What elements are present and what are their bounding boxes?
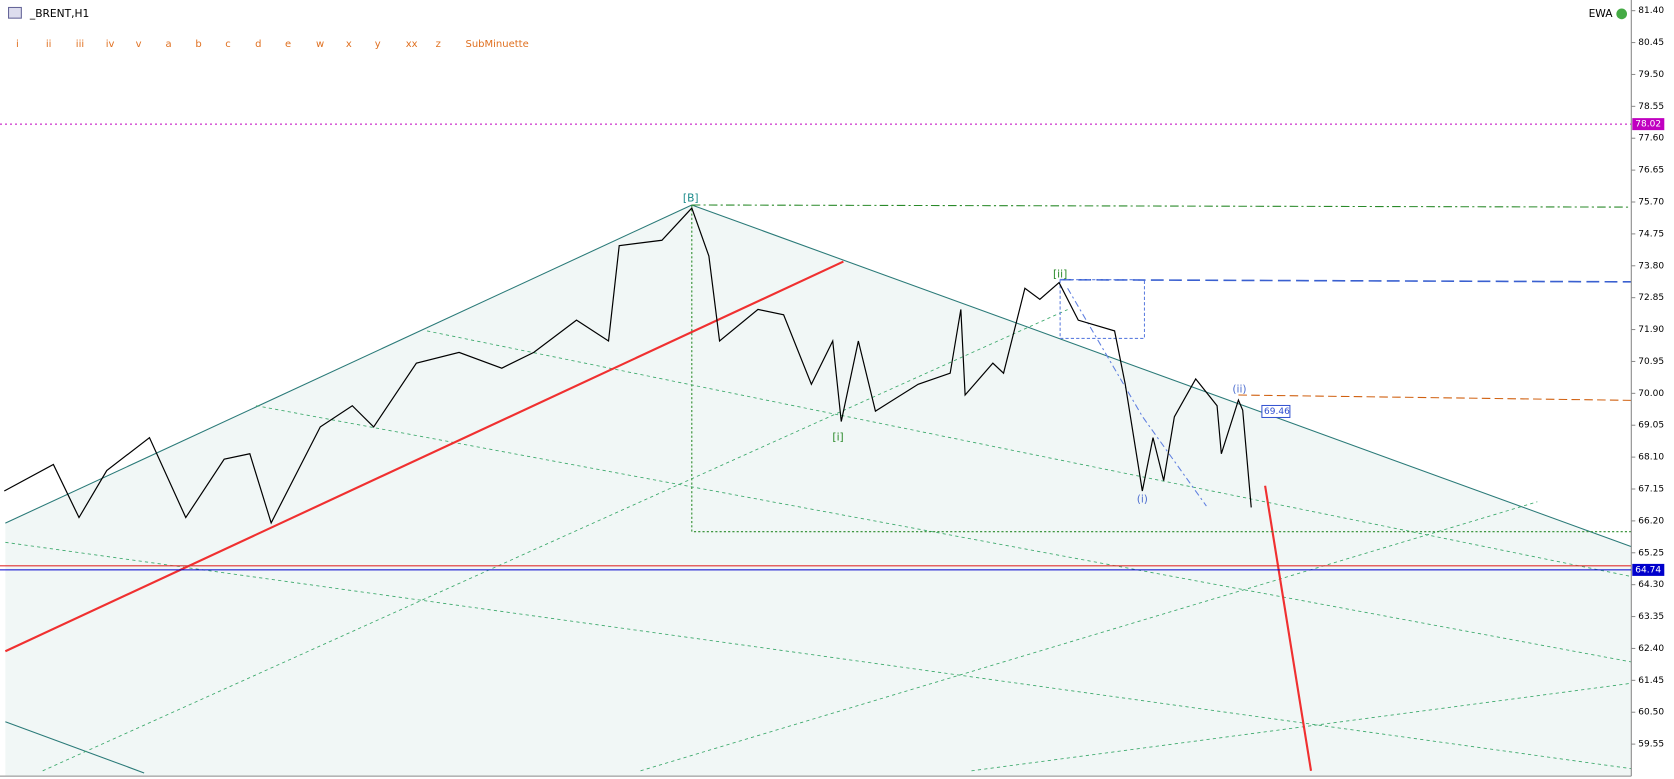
fan-lines [5, 309, 1632, 772]
wave-label: (i) [1137, 493, 1148, 506]
wave-button[interactable]: z [436, 39, 441, 50]
y-tick-label: 72.85 [1638, 293, 1664, 303]
wave-label: [ii] [1053, 267, 1067, 280]
y-tick-label: 71.90 [1638, 325, 1664, 335]
y-tick-label: 65.25 [1638, 548, 1664, 558]
wave-button[interactable]: ii [46, 39, 52, 50]
icon [8, 6, 22, 19]
pitchfork-line [691, 204, 1632, 548]
price-tag-label: 69.46 [1264, 407, 1290, 417]
y-tick-label: 75.70 [1638, 198, 1664, 208]
wave-button[interactable]: w [316, 39, 324, 50]
y-tick-label: 74.75 [1638, 229, 1664, 239]
pitchfork-line [5, 721, 145, 774]
trend-line [1264, 485, 1313, 771]
level-line [1060, 278, 1632, 283]
wave-label: (ii) [1232, 383, 1246, 396]
indicator-name: EWA [1589, 7, 1614, 20]
y-tick-label: 69.05 [1638, 421, 1664, 431]
y-tick-label: 60.50 [1638, 708, 1664, 718]
wave-button[interactable]: y [375, 39, 381, 50]
level-line [1238, 394, 1632, 401]
y-tick-label: 62.40 [1638, 644, 1664, 654]
level-tag [1632, 118, 1665, 131]
wave-button[interactable]: a [165, 39, 171, 50]
y-tick-label: 68.10 [1638, 453, 1664, 463]
projection [1067, 287, 1207, 507]
y-tick-label: 64.30 [1638, 580, 1664, 590]
y-tick-label: 66.20 [1638, 516, 1664, 526]
y-tick-label: 81.40 [1638, 6, 1664, 16]
trend-line [4, 260, 844, 653]
wave-button[interactable]: v [136, 39, 142, 50]
wave-label: [i] [832, 431, 843, 444]
price-tag [1261, 404, 1291, 418]
wave-button[interactable]: x [346, 39, 352, 50]
y-tick-label: 79.50 [1638, 70, 1664, 80]
symbol-title: _BRENT,H1 [29, 7, 89, 20]
level-label: 78.02 [1635, 120, 1661, 130]
y-tick-label: 67.15 [1638, 485, 1664, 495]
y-tick-label: 80.45 [1638, 38, 1664, 48]
wave-button[interactable]: d [255, 39, 261, 50]
level-tag [1632, 563, 1665, 576]
wave-button[interactable]: SubMinuette [465, 39, 528, 50]
wave-button[interactable]: c [225, 39, 231, 50]
wave-button[interactable]: b [195, 39, 201, 50]
y-tick-label: 76.65 [1638, 166, 1664, 176]
y-tick-label: 70.00 [1638, 389, 1664, 399]
wave-button[interactable]: e [285, 39, 291, 50]
pitchfork-fill [5, 204, 1632, 777]
level-label: 64.74 [1635, 565, 1661, 575]
y-tick-label: 61.45 [1638, 676, 1664, 686]
icon [1616, 8, 1628, 20]
level-line [691, 204, 1632, 208]
y-tick-label: 63.35 [1638, 612, 1664, 622]
y-tick-label: 73.80 [1638, 261, 1664, 271]
price-line [3, 206, 1252, 525]
y-tick-label: 78.55 [1638, 102, 1664, 112]
range-box [691, 204, 1632, 533]
range-box [1059, 279, 1146, 339]
wave-label: [B] [683, 192, 699, 205]
y-tick-label: 59.55 [1638, 740, 1664, 750]
y-tick-label: 70.95 [1638, 357, 1664, 367]
wave-button[interactable]: xx [406, 39, 418, 50]
y-tick-label: 77.60 [1638, 134, 1664, 144]
wave-button[interactable]: iv [106, 39, 115, 50]
pitchfork-line [5, 204, 693, 524]
drawing-objects: _BRENT,H1 EWA [B] [ii] [i] (i) (ii) [0, 0, 1632, 777]
wave-button[interactable]: iii [76, 39, 84, 50]
wave-button[interactable]: i [16, 39, 19, 50]
